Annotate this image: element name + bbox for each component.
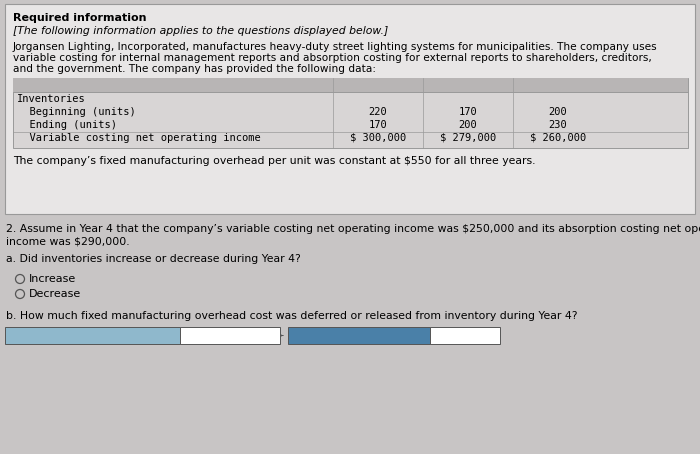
Text: $ 260,000: $ 260,000 [530, 133, 586, 143]
Text: 2. Assume in Year 4 that the company’s variable costing net operating income was: 2. Assume in Year 4 that the company’s v… [6, 224, 700, 234]
Text: Fixed manufacturing overhead cost: Fixed manufacturing overhead cost [9, 330, 177, 339]
Text: The company’s fixed manufacturing overhead per unit was constant at $550 for all: The company’s fixed manufacturing overhe… [13, 156, 536, 166]
Text: $ 300,000: $ 300,000 [350, 133, 406, 143]
Text: Inventories: Inventories [17, 94, 85, 104]
Text: Required information: Required information [13, 13, 146, 23]
FancyBboxPatch shape [13, 78, 688, 148]
FancyBboxPatch shape [5, 4, 695, 214]
Text: 200: 200 [549, 107, 568, 117]
FancyBboxPatch shape [430, 327, 500, 344]
Text: Ending (units): Ending (units) [17, 120, 117, 130]
Text: Jorgansen Lighting, Incorporated, manufactures heavy-duty street lighting system: Jorgansen Lighting, Incorporated, manufa… [13, 42, 657, 52]
Text: Year 3: Year 3 [539, 81, 577, 91]
Text: Beginning (units): Beginning (units) [17, 107, 136, 117]
Text: Decrease: Decrease [29, 289, 81, 299]
FancyBboxPatch shape [5, 327, 180, 344]
FancyBboxPatch shape [180, 327, 280, 344]
Text: Increase: Increase [29, 274, 76, 284]
Text: Year 1: Year 1 [359, 81, 397, 91]
Text: Year 2: Year 2 [449, 81, 486, 91]
Text: 170: 170 [458, 107, 477, 117]
Text: [The following information applies to the questions displayed below.]: [The following information applies to th… [13, 26, 389, 36]
FancyBboxPatch shape [288, 327, 430, 344]
Text: b. How much fixed manufacturing overhead cost was deferred or released from inve: b. How much fixed manufacturing overhead… [6, 311, 577, 321]
Text: inventory during Year 4: inventory during Year 4 [292, 330, 403, 339]
Text: 170: 170 [369, 120, 387, 130]
Text: 200: 200 [458, 120, 477, 130]
Text: Variable costing net operating income: Variable costing net operating income [17, 133, 260, 143]
Text: 230: 230 [549, 120, 568, 130]
Text: income was $290,000.: income was $290,000. [6, 236, 130, 246]
Text: and the government. The company has provided the following data:: and the government. The company has prov… [13, 64, 376, 74]
Text: variable costing for internal management reports and absorption costing for exte: variable costing for internal management… [13, 53, 652, 63]
Text: 220: 220 [369, 107, 387, 117]
FancyBboxPatch shape [13, 78, 688, 92]
Text: a. Did inventories increase or decrease during Year 4?: a. Did inventories increase or decrease … [6, 254, 301, 264]
Text: $ 279,000: $ 279,000 [440, 133, 496, 143]
